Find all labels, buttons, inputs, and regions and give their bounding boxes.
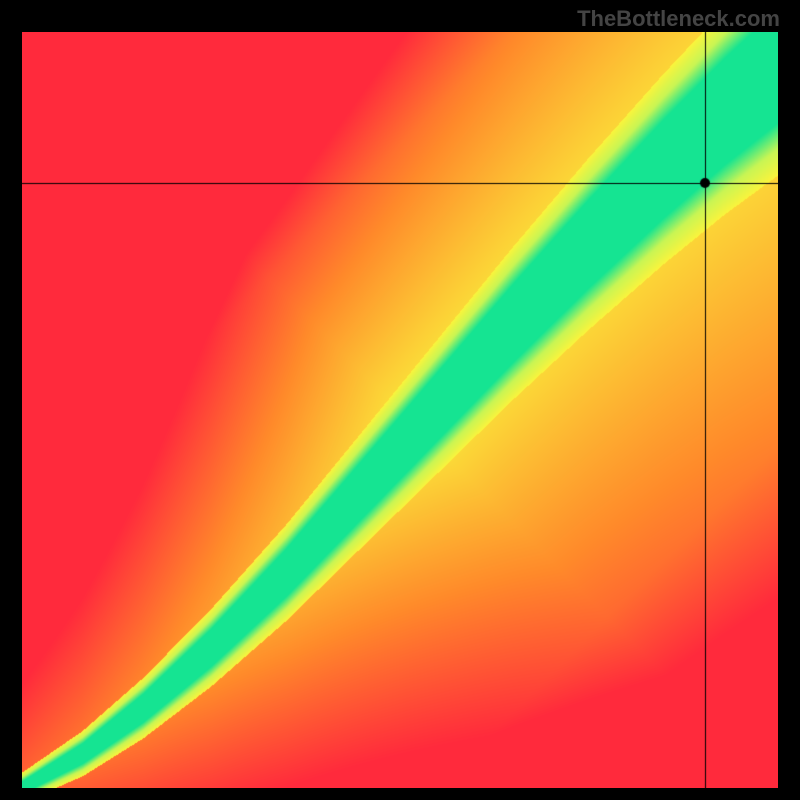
watermark-text: TheBottleneck.com xyxy=(577,6,780,32)
chart-container: TheBottleneck.com xyxy=(0,0,800,800)
heatmap-plot xyxy=(22,32,778,788)
heatmap-canvas xyxy=(22,32,778,788)
